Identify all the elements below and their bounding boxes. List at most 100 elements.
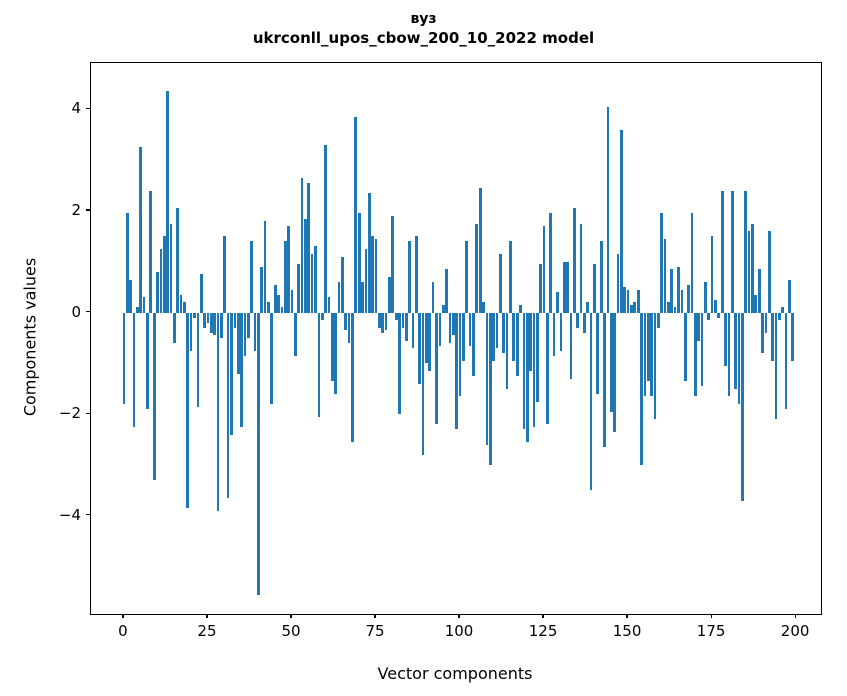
- bar: [744, 190, 748, 313]
- bar: [556, 292, 559, 313]
- bar: [320, 312, 324, 321]
- bar: [636, 289, 640, 313]
- bar: [428, 312, 432, 372]
- bar: [687, 284, 690, 313]
- bar: [388, 276, 391, 313]
- plot-area: [90, 62, 822, 615]
- bar: [620, 129, 623, 313]
- bar: [183, 302, 186, 313]
- bar: [371, 236, 374, 313]
- bar: [720, 190, 724, 313]
- bar: [761, 312, 764, 354]
- x-tick-mark: [458, 614, 460, 619]
- bar: [767, 231, 771, 313]
- bar: [546, 312, 549, 425]
- bar: [539, 264, 543, 313]
- bar: [290, 289, 294, 313]
- bar: [364, 249, 368, 313]
- bar: [213, 312, 217, 336]
- bar: [680, 289, 684, 313]
- bar: [317, 312, 321, 417]
- bar: [599, 241, 603, 313]
- bar: [613, 312, 616, 432]
- bar: [404, 312, 408, 341]
- bar: [499, 254, 502, 313]
- x-tick-label: 75: [365, 622, 385, 640]
- bar: [757, 269, 761, 313]
- bar: [233, 312, 237, 328]
- bar: [129, 279, 132, 313]
- bar: [166, 91, 169, 313]
- bar: [576, 312, 579, 328]
- y-tick-mark: [86, 209, 90, 211]
- bar: [347, 312, 351, 344]
- bar: [519, 304, 522, 313]
- bar: [277, 294, 280, 313]
- bar: [159, 249, 163, 313]
- x-tick-mark: [122, 614, 124, 619]
- bar: [690, 213, 694, 313]
- x-tick-label: 100: [444, 622, 474, 640]
- bar: [650, 312, 653, 397]
- bar: [525, 312, 529, 443]
- bar: [263, 221, 267, 313]
- bar: [431, 282, 435, 313]
- x-tick-mark: [290, 614, 292, 619]
- bar: [603, 312, 606, 448]
- bar: [693, 312, 697, 397]
- bar: [616, 254, 620, 313]
- bar: [502, 312, 506, 354]
- x-tick-mark: [206, 614, 208, 619]
- y-tick-label: −2: [58, 404, 81, 423]
- bar: [344, 312, 348, 331]
- y-axis-label: Components values: [20, 257, 40, 417]
- bar: [751, 223, 754, 313]
- bar: [552, 312, 556, 356]
- bar: [673, 307, 677, 313]
- bar: [670, 269, 674, 313]
- bar: [173, 312, 176, 344]
- bar: [300, 177, 304, 313]
- bar: [784, 312, 788, 410]
- bar: [788, 279, 791, 313]
- bar: [663, 238, 667, 313]
- bar: [734, 312, 737, 389]
- y-tick-label: 4: [71, 99, 81, 118]
- y-tick-mark: [86, 310, 90, 313]
- x-tick-mark: [626, 614, 628, 619]
- bar: [398, 312, 401, 415]
- bar: [243, 312, 247, 356]
- bar: [677, 266, 680, 313]
- bar: [414, 236, 418, 313]
- bar: [747, 231, 751, 313]
- bar: [438, 312, 442, 346]
- bar: [656, 312, 660, 328]
- bar: [394, 312, 398, 321]
- y-tick-mark: [86, 412, 90, 414]
- x-tick-label: 175: [696, 622, 726, 640]
- bar: [515, 312, 519, 377]
- x-tick-label: 125: [528, 622, 558, 640]
- bar: [381, 312, 385, 333]
- bar: [626, 289, 630, 313]
- bar: [226, 312, 230, 499]
- x-tick-mark: [794, 614, 796, 619]
- bar: [189, 312, 193, 351]
- bar: [448, 312, 452, 344]
- bar: [485, 312, 489, 445]
- bar: [176, 208, 180, 313]
- bar: [458, 312, 462, 397]
- bar: [583, 312, 586, 333]
- x-tick-mark: [542, 614, 544, 619]
- bar: [240, 312, 243, 427]
- bar: [646, 312, 650, 382]
- bar: [737, 312, 741, 405]
- bar: [351, 312, 354, 443]
- bar: [334, 312, 338, 394]
- bar: [472, 312, 475, 377]
- bar: [246, 312, 250, 338]
- bar: [653, 312, 657, 420]
- bar: [532, 312, 536, 427]
- bar: [774, 312, 778, 420]
- bar: [717, 312, 721, 318]
